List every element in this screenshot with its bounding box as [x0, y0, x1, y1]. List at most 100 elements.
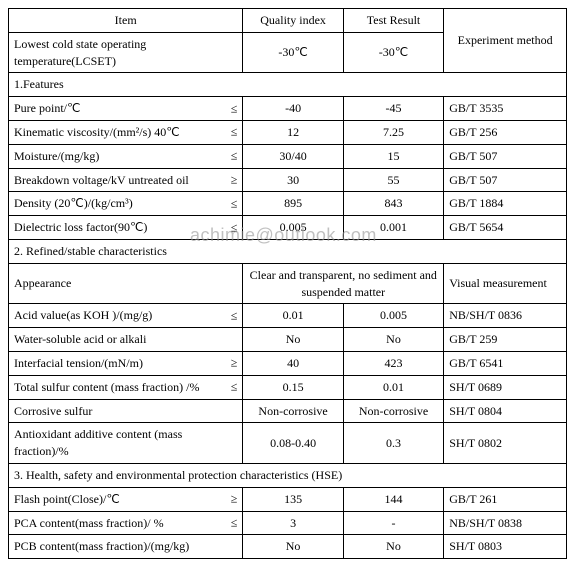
cell-q: No [243, 328, 343, 352]
cell-q: 0.005 [243, 216, 343, 240]
table-row: Interfacial tension/(mN/m) ≥ 40 423 GB/T … [9, 351, 567, 375]
table-row: Corrosive sulfur Non-corrosive Non-corro… [9, 399, 567, 423]
cell-m: GB/T 261 [444, 487, 567, 511]
table-row: Density (20℃)/(kg/cm³) ≤ 895 843 GB/T 188… [9, 192, 567, 216]
cell-label: PCA content(mass fraction)/ % [14, 516, 164, 530]
cell-label: Flash point(Close)/℃ [14, 492, 120, 506]
cell-r: No [343, 535, 443, 559]
cell-q: 895 [243, 192, 343, 216]
table-row: Kinematic viscosity/(mm²/s) 40℃ ≤ 12 7.25… [9, 120, 567, 144]
cell-m: GB/T 5654 [444, 216, 567, 240]
cell-r: 423 [343, 351, 443, 375]
cell-m: NB/SH/T 0836 [444, 304, 567, 328]
cell-q: 3 [243, 511, 343, 535]
table-row: Breakdown voltage/kV untreated oil ≥ 30 5… [9, 168, 567, 192]
cell-op: ≤ [231, 148, 238, 165]
table-row: Moisture/(mg/kg) ≤ 30/40 15 GB/T 507 [9, 144, 567, 168]
cell-r: -45 [343, 97, 443, 121]
cell-op: ≤ [231, 100, 238, 117]
lcset-q: -30℃ [243, 32, 343, 73]
cell-m: GB/T 6541 [444, 351, 567, 375]
hdr-result: Test Result [343, 9, 443, 33]
cell-label: Moisture/(mg/kg) [14, 149, 99, 163]
cell-op: ≥ [231, 355, 238, 372]
table-row: Water-soluble acid or alkali No No GB/T … [9, 328, 567, 352]
cell-label: Total sulfur content (mass fraction) /% [14, 380, 199, 394]
cell-label: Antioxidant additive content (mass fract… [9, 423, 243, 464]
cell-r: 0.005 [343, 304, 443, 328]
cell-m: Visual measurement [444, 263, 567, 304]
cell-r: 843 [343, 192, 443, 216]
table-row: Appearance Clear and transparent, no sed… [9, 263, 567, 304]
cell-op: ≥ [231, 172, 238, 189]
cell-label: Interfacial tension/(mN/m) [14, 356, 143, 370]
cell-r: - [343, 511, 443, 535]
table-row: Total sulfur content (mass fraction) /% ≤… [9, 375, 567, 399]
cell-label: Water-soluble acid or alkali [9, 328, 243, 352]
cell-label: PCB content(mass fraction)/(mg/kg) [9, 535, 243, 559]
cell-label: Dielectric loss factor(90℃) [14, 220, 147, 234]
table-row: PCA content(mass fraction)/ %≤ 3 - NB/SH… [9, 511, 567, 535]
cell-op: ≤ [231, 515, 238, 532]
cell-label: Density (20℃)/(kg/cm³) [14, 196, 133, 210]
cell-r: 55 [343, 168, 443, 192]
hdr-quality: Quality index [243, 9, 343, 33]
cell-label: Acid value(as KOH )/(mg/g) [14, 308, 152, 322]
cell-q: 0.15 [243, 375, 343, 399]
table-row: Acid value(as KOH )/(mg/g) ≤ 0.01 0.005 N… [9, 304, 567, 328]
cell-r: 144 [343, 487, 443, 511]
cell-m: GB/T 3535 [444, 97, 567, 121]
cell-m: GB/T 1884 [444, 192, 567, 216]
cell-q: -40 [243, 97, 343, 121]
table-row: Dielectric loss factor(90℃) ≤ 0.005 0.001… [9, 216, 567, 240]
cell-q: Non-corrosive [243, 399, 343, 423]
cell-op: ≤ [231, 379, 238, 396]
cell-r: 7.25 [343, 120, 443, 144]
section-3: 3. Health, safety and environmental prot… [9, 463, 567, 487]
cell-q: 30/40 [243, 144, 343, 168]
cell-op: ≥ [231, 491, 238, 508]
section-2: 2. Refined/stable characteristics [9, 239, 567, 263]
cell-label: Pure point/℃ [14, 101, 80, 115]
cell-q: 30 [243, 168, 343, 192]
lcset-label: Lowest cold state operating temperature(… [9, 32, 243, 73]
cell-r: 0.3 [343, 423, 443, 464]
cell-r: No [343, 328, 443, 352]
cell-op: ≤ [231, 219, 238, 236]
cell-q: No [243, 535, 343, 559]
cell-label: Appearance [9, 263, 243, 304]
cell-label: Kinematic viscosity/(mm²/s) 40℃ [14, 125, 180, 139]
hdr-method: Experiment method [444, 9, 567, 73]
cell-q: 135 [243, 487, 343, 511]
table-row: Flash point(Close)/℃ ≥ 135 144 GB/T 261 [9, 487, 567, 511]
cell-m: SH/T 0803 [444, 535, 567, 559]
cell-m: GB/T 507 [444, 168, 567, 192]
spec-table: Item Quality index Test Result Experimen… [8, 8, 567, 559]
cell-r: Non-corrosive [343, 399, 443, 423]
table-row: PCB content(mass fraction)/(mg/kg) No No… [9, 535, 567, 559]
cell-r: 0.001 [343, 216, 443, 240]
cell-m: GB/T 259 [444, 328, 567, 352]
cell-m: SH/T 0802 [444, 423, 567, 464]
cell-q: 0.01 [243, 304, 343, 328]
cell-op: ≤ [231, 124, 238, 141]
header-row: Item Quality index Test Result Experimen… [9, 9, 567, 33]
cell-q: 12 [243, 120, 343, 144]
cell-label: Breakdown voltage/kV untreated oil [14, 173, 189, 187]
hdr-item: Item [9, 9, 243, 33]
cell-m: GB/T 507 [444, 144, 567, 168]
cell-q: 0.08-0.40 [243, 423, 343, 464]
cell-r: 15 [343, 144, 443, 168]
cell-q: 40 [243, 351, 343, 375]
cell-qr: Clear and transparent, no sediment and s… [243, 263, 444, 304]
cell-op: ≤ [231, 307, 238, 324]
cell-m: GB/T 256 [444, 120, 567, 144]
cell-label: Corrosive sulfur [9, 399, 243, 423]
cell-m: SH/T 0804 [444, 399, 567, 423]
table-row: Pure point/℃ ≤ -40 -45 GB/T 3535 [9, 97, 567, 121]
table-row: Antioxidant additive content (mass fract… [9, 423, 567, 464]
cell-m: SH/T 0689 [444, 375, 567, 399]
cell-r: 0.01 [343, 375, 443, 399]
section-1: 1.Features [9, 73, 567, 97]
cell-op: ≤ [231, 195, 238, 212]
